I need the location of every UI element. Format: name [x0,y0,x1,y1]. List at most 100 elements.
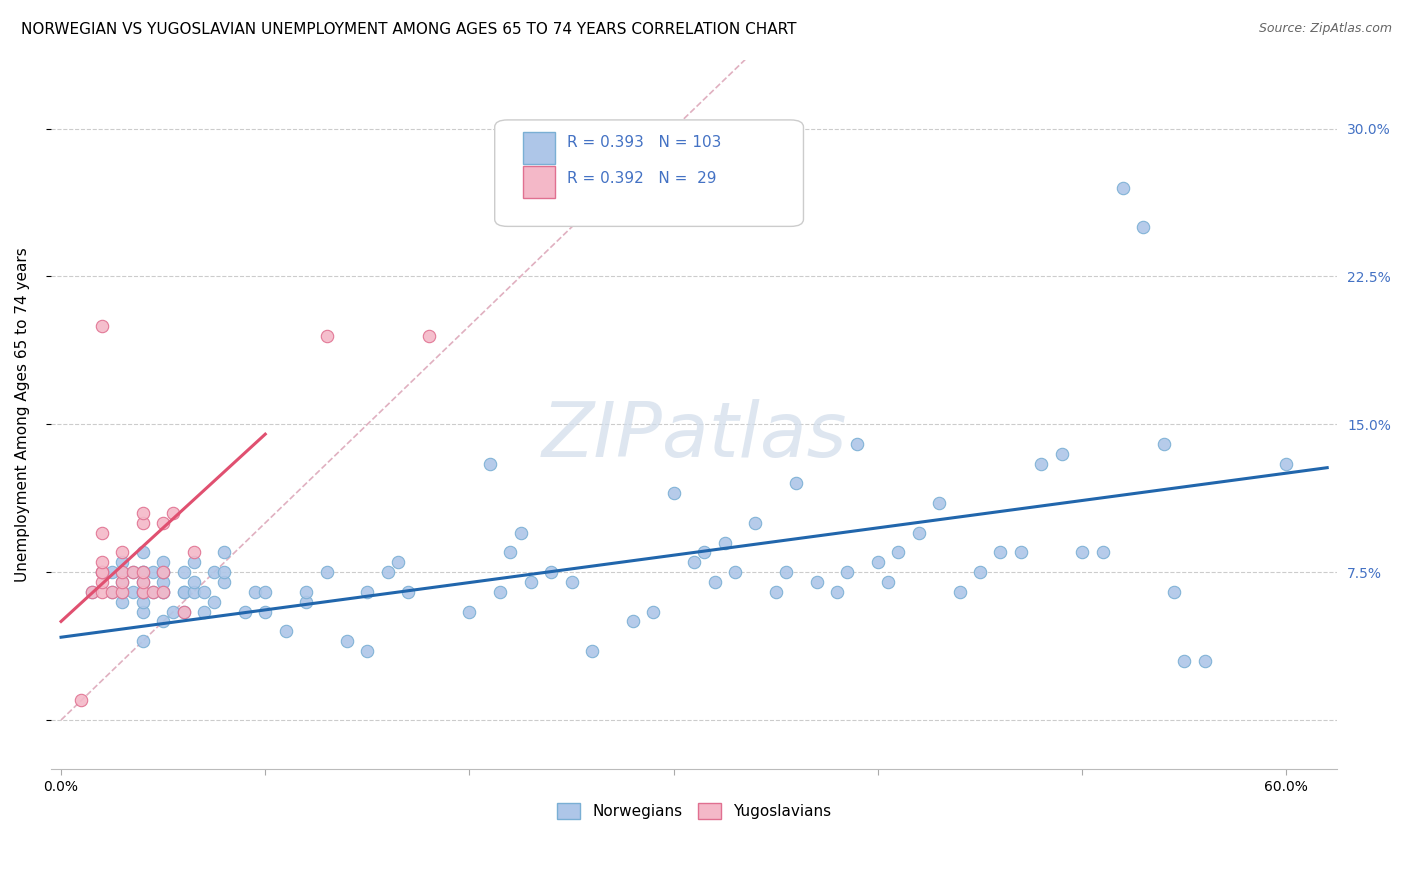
Point [233,605,256,619]
Point [70,693,93,707]
Point [132,506,155,520]
Point [111,595,134,609]
Point [173,605,195,619]
Point [825,585,848,599]
Point [478,457,501,471]
Point [1031,457,1053,471]
Point [132,585,155,599]
Point [183,555,205,569]
Point [90,555,112,569]
Point [969,565,991,579]
Point [152,585,174,599]
Point [173,585,195,599]
Point [152,615,174,629]
Point [90,525,112,540]
Text: NORWEGIAN VS YUGOSLAVIAN UNEMPLOYMENT AMONG AGES 65 TO 74 YEARS CORRELATION CHAR: NORWEGIAN VS YUGOSLAVIAN UNEMPLOYMENT AM… [21,22,797,37]
Point [1050,447,1073,461]
Text: R = 0.393   N = 103: R = 0.393 N = 103 [567,135,721,150]
Point [132,545,155,559]
Point [121,565,143,579]
Point [152,565,174,579]
Point [295,595,318,609]
Point [254,585,277,599]
Point [90,574,112,589]
FancyBboxPatch shape [523,166,555,198]
Point [111,574,134,589]
Point [132,516,155,530]
Point [1163,585,1185,599]
Point [90,565,112,579]
Point [132,565,155,579]
Point [643,605,665,619]
Point [1071,545,1094,559]
Point [152,574,174,589]
Point [274,624,297,639]
Point [396,585,419,599]
Point [846,437,869,451]
Point [152,555,174,569]
Point [101,565,124,579]
Point [121,585,143,599]
Point [214,574,236,589]
Point [132,595,155,609]
Point [162,605,184,619]
Point [1010,545,1032,559]
Point [1194,654,1216,668]
Point [111,585,134,599]
Point [243,585,266,599]
Point [1173,654,1195,668]
Point [152,585,174,599]
Point [713,535,735,549]
Point [132,574,155,589]
Point [724,565,747,579]
Point [111,555,134,569]
Point [775,565,797,579]
Point [315,565,337,579]
Point [621,615,644,629]
Point [111,545,134,559]
Y-axis label: Unemployment Among Ages 65 to 74 years: Unemployment Among Ages 65 to 74 years [15,247,30,582]
Point [152,565,174,579]
Point [90,318,112,333]
FancyBboxPatch shape [495,120,803,227]
Point [193,605,215,619]
Point [142,565,165,579]
Point [907,525,929,540]
Point [877,574,900,589]
Point [1132,220,1154,235]
Point [499,545,522,559]
Point [356,585,378,599]
Point [540,565,562,579]
Point [132,634,155,648]
Point [111,565,134,579]
Point [214,545,236,559]
Point [887,545,910,559]
Point [90,565,112,579]
Point [928,496,950,510]
Point [1275,457,1298,471]
Point [132,565,155,579]
Point [990,545,1012,559]
Point [806,574,828,589]
Point [254,605,277,619]
Point [418,328,440,343]
Point [183,585,205,599]
Point [152,565,174,579]
Point [193,585,215,599]
Point [132,574,155,589]
Point [183,545,205,559]
Point [121,565,143,579]
Point [132,565,155,579]
Point [111,574,134,589]
Point [142,585,165,599]
Point [356,644,378,658]
Point [111,565,134,579]
Point [173,585,195,599]
Point [785,476,807,491]
Point [662,486,685,500]
Point [101,585,124,599]
Legend: Norwegians, Yugoslavians: Norwegians, Yugoslavians [551,797,837,825]
Point [1091,545,1114,559]
Point [1112,180,1135,194]
Point [387,555,409,569]
